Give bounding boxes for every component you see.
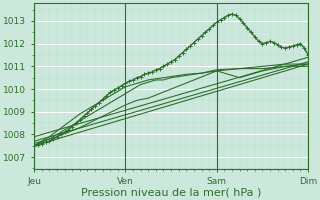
X-axis label: Pression niveau de la mer( hPa ): Pression niveau de la mer( hPa ) — [81, 187, 261, 197]
